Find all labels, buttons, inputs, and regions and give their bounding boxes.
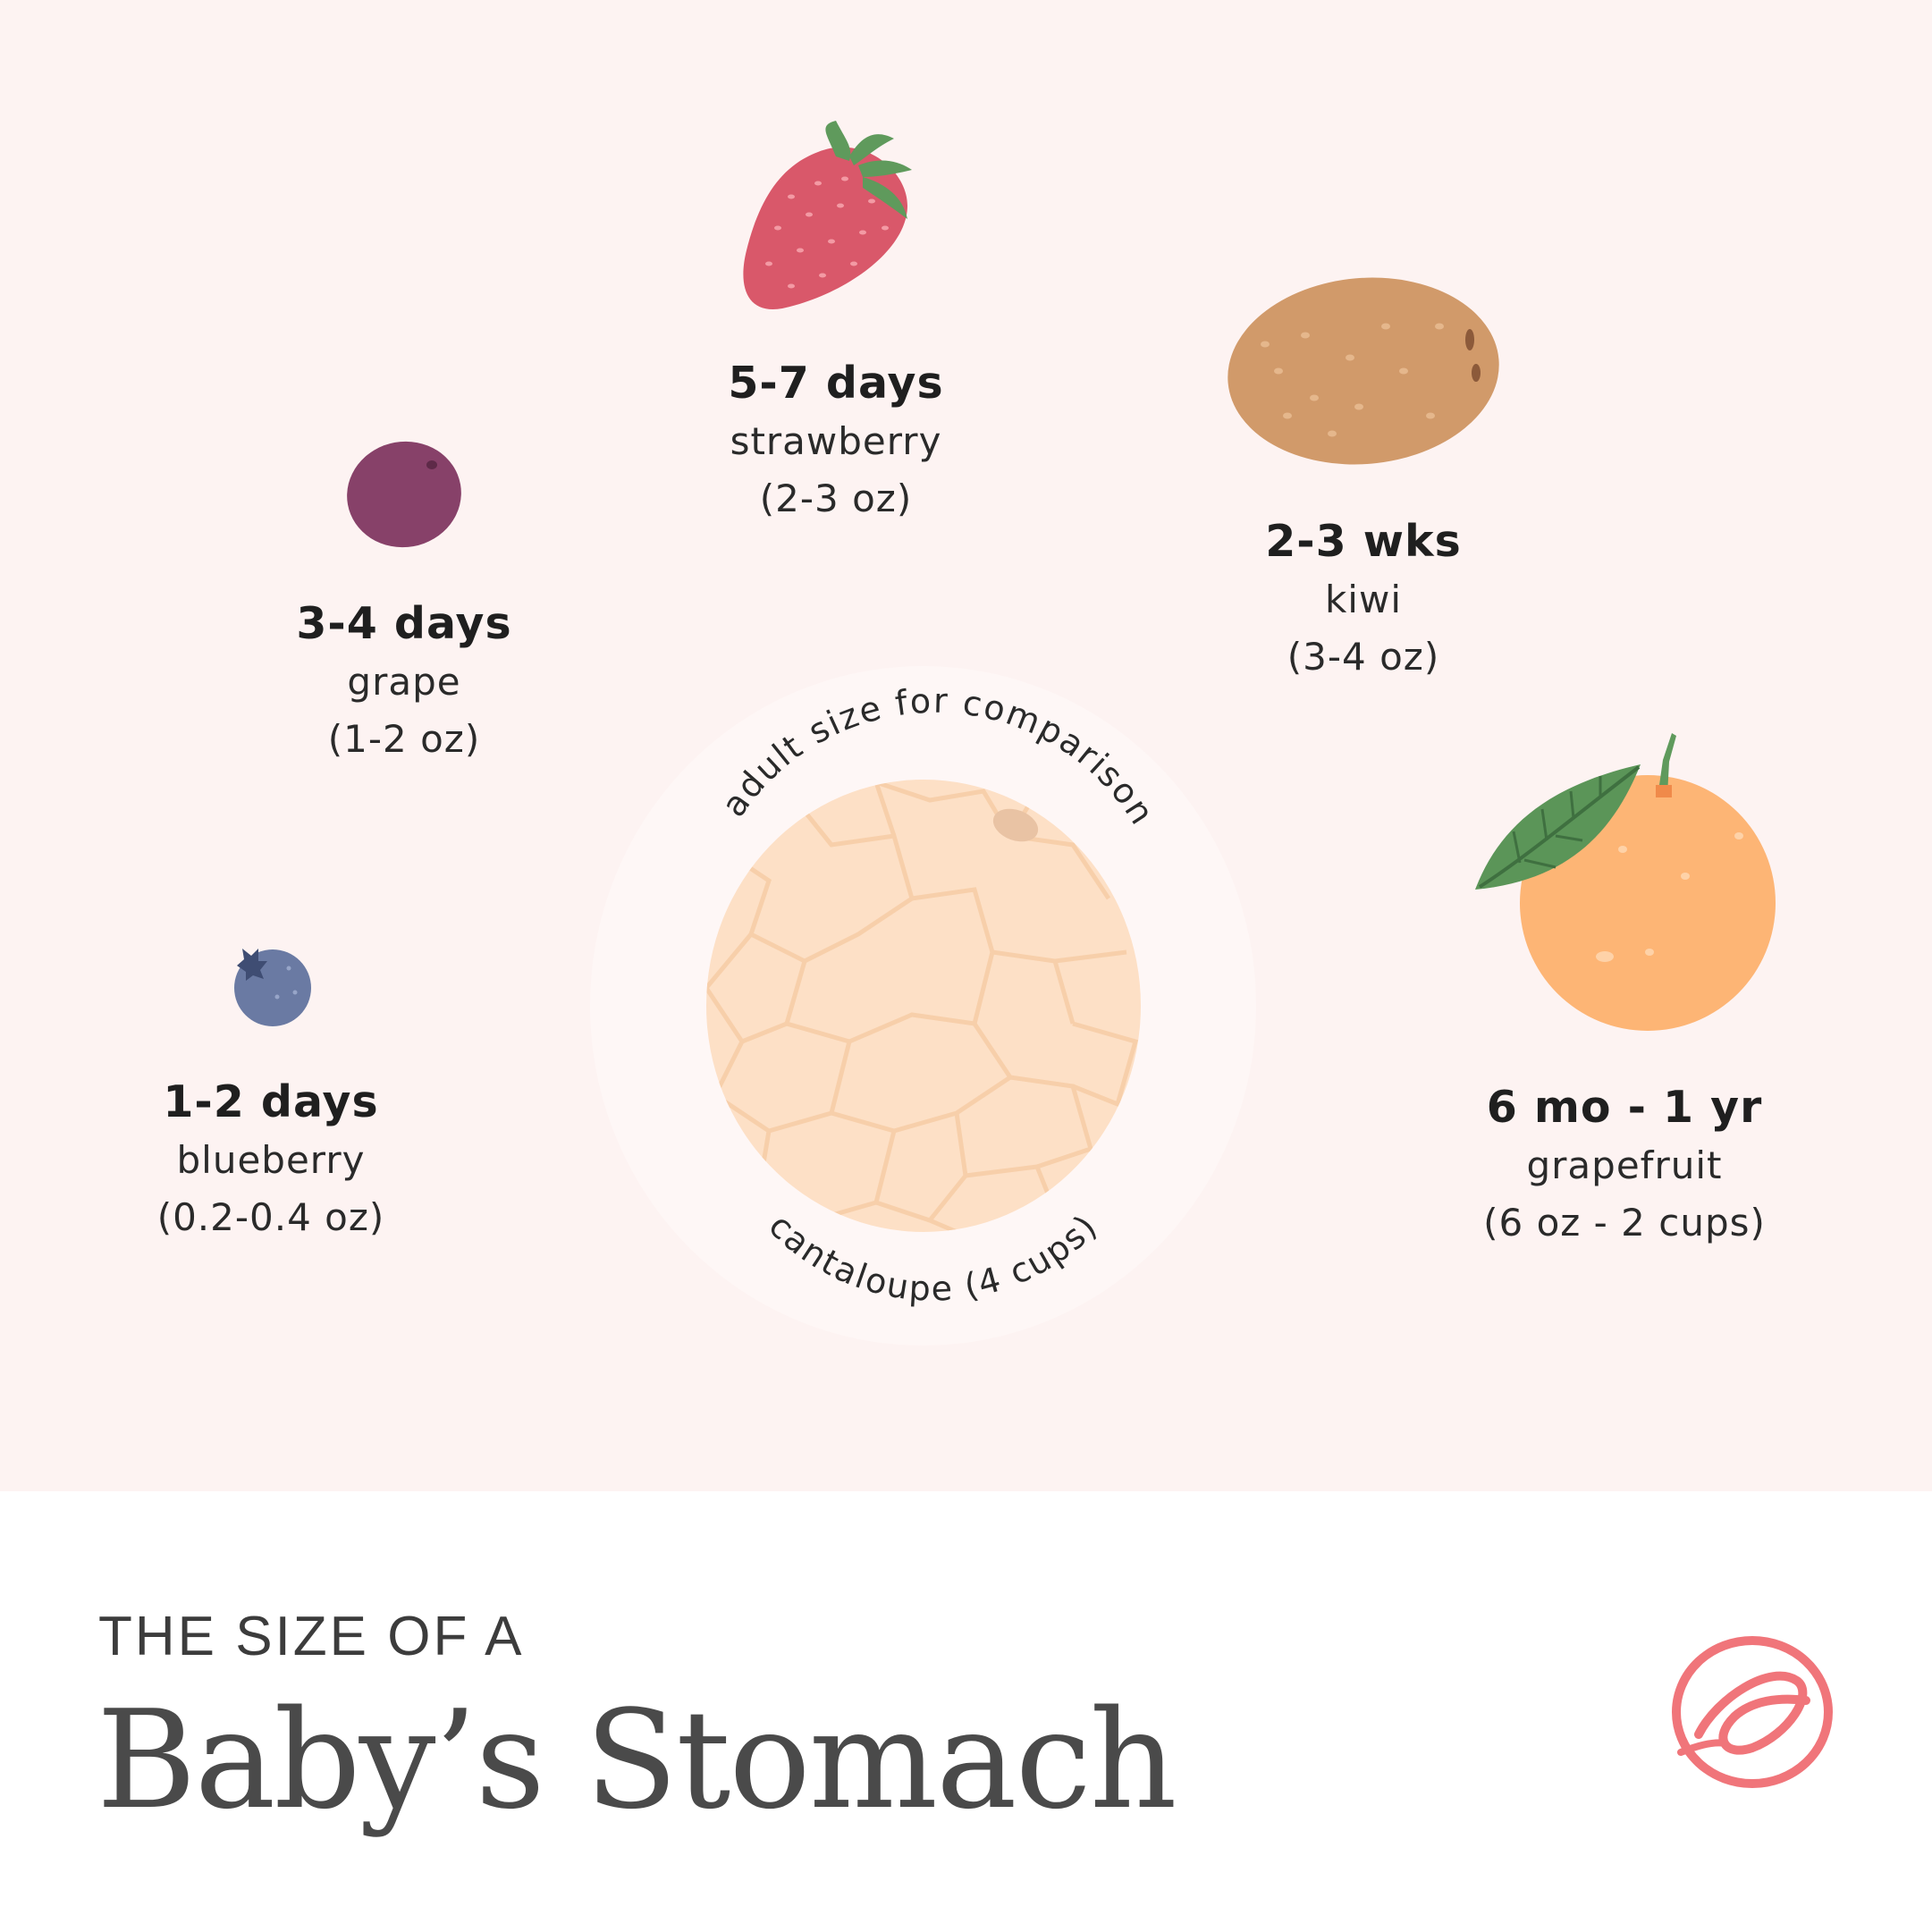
stage-volume: (6 oz - 2 cups) <box>1483 1201 1766 1244</box>
stage-fruit: kiwi <box>1324 578 1402 621</box>
page-title: Baby’s Stomach <box>97 1681 1177 1839</box>
stage-fruit: grapefruit <box>1526 1143 1723 1187</box>
stage-volume: (0.2-0.4 oz) <box>156 1195 385 1239</box>
stage-fruit: blueberry <box>176 1138 366 1182</box>
footer-eyebrow: THE SIZE OF A <box>98 1606 525 1667</box>
stage-age: 5-7 days <box>728 358 944 409</box>
stage-grape: 3-4 days grape (1-2 oz) <box>154 595 654 768</box>
stage-volume: (1-2 oz) <box>327 717 481 761</box>
footer <box>0 1491 1932 1932</box>
stage-age: 1-2 days <box>163 1076 379 1127</box>
stage-age: 3-4 days <box>296 598 512 649</box>
stage-kiwi: 2-3 wks kiwi (3-4 oz) <box>1113 512 1614 686</box>
stage-blueberry: 1-2 days blueberry (0.2-0.4 oz) <box>21 1073 521 1246</box>
kiwi-icon <box>1228 277 1499 465</box>
stage-volume: (3-4 oz) <box>1287 635 1440 679</box>
stage-fruit: grape <box>347 660 461 704</box>
stage-fruit: strawberry <box>730 419 942 463</box>
stage-grapefruit: 6 mo - 1 yr grapefruit (6 oz - 2 cups) <box>1374 1078 1875 1252</box>
cantaloupe-comparison: adult size for comparison cantaloupe (4 … <box>706 681 1160 1309</box>
grape-icon <box>347 441 461 548</box>
logo-icon <box>1672 1636 1833 1788</box>
cantaloupe-icon <box>706 780 1141 1232</box>
stage-strawberry: 5-7 days strawberry (2-3 oz) <box>586 354 1086 527</box>
grapefruit-icon <box>1475 733 1776 1031</box>
strawberry-icon <box>743 121 912 309</box>
blueberry-icon <box>234 949 311 1026</box>
stage-age: 6 mo - 1 yr <box>1486 1082 1763 1133</box>
stage-volume: (2-3 oz) <box>759 477 913 520</box>
stage-age: 2-3 wks <box>1265 516 1462 567</box>
